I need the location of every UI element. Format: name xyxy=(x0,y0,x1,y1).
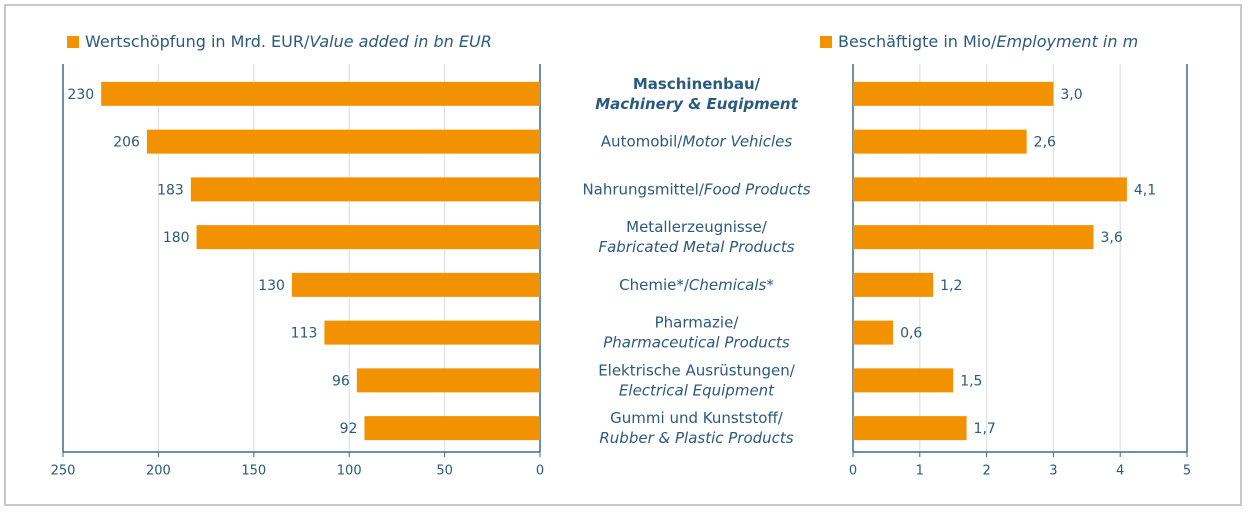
category-en: Electrical Equipment xyxy=(619,381,775,399)
value-label: 113 xyxy=(291,326,318,342)
bar xyxy=(853,416,967,441)
category-en: Rubber & Plastic Products xyxy=(599,429,793,447)
category-de: Chemie*/ xyxy=(619,275,690,293)
x-tick-label: 0 xyxy=(536,464,544,479)
bar xyxy=(853,177,1127,202)
legend-swatch xyxy=(820,36,832,48)
value-label: 1,5 xyxy=(960,373,982,389)
x-tick-label: 0 xyxy=(849,464,857,479)
category-label: Gummi und Kunststoff/Rubber & Plastic Pr… xyxy=(599,409,793,447)
legend-swatch xyxy=(67,36,79,48)
category-label: Metallerzeugnisse/Fabricated Metal Produ… xyxy=(598,218,794,256)
legend-name: Beschäftigte in Mio/ xyxy=(838,32,997,51)
value-label: 96 xyxy=(332,373,350,389)
x-tick-label: 100 xyxy=(337,464,362,479)
bar xyxy=(146,129,540,154)
bar xyxy=(853,81,1054,106)
category-label: Elektrische Ausrüstungen/Electrical Equi… xyxy=(598,361,796,399)
bar xyxy=(324,320,540,345)
x-tick-label: 250 xyxy=(51,464,76,479)
category-label: Chemie*/Chemicals* xyxy=(619,275,774,293)
value-label: 180 xyxy=(163,230,190,246)
category-en: Pharmaceutical Products xyxy=(603,333,790,351)
bar xyxy=(853,320,894,345)
category-de: Elektrische Ausrüstungen/ xyxy=(598,361,796,379)
category-en: Machinery & Euqipment xyxy=(595,94,798,112)
value-label: 206 xyxy=(113,135,140,151)
category-en: Fabricated Metal Products xyxy=(598,238,794,256)
legend-name-en: Value added in bn EUR xyxy=(309,32,491,51)
x-tick-label: 2 xyxy=(982,464,990,479)
bar xyxy=(196,225,540,250)
x-tick-label: 4 xyxy=(1116,464,1124,479)
value-label: 1,2 xyxy=(940,278,962,294)
category-de: Gummi und Kunststoff/ xyxy=(610,409,784,427)
bar xyxy=(356,368,540,393)
value-label: 4,1 xyxy=(1134,182,1156,198)
bar xyxy=(853,129,1027,154)
value-label: 2,6 xyxy=(1034,135,1056,151)
x-tick-label: 200 xyxy=(146,464,171,479)
category-en: Chemicals* xyxy=(689,275,774,293)
bar xyxy=(853,368,954,393)
bar xyxy=(853,272,934,297)
category-de: Pharmazie/ xyxy=(655,313,740,331)
legend-label: Wertschöpfung in Mrd. EUR/Value added in… xyxy=(85,32,492,51)
bar xyxy=(364,416,540,441)
value-label: 1,7 xyxy=(974,421,996,437)
category-de: Automobil/ xyxy=(601,132,683,150)
bar xyxy=(101,81,540,106)
value-label: 130 xyxy=(258,278,285,294)
x-tick-label: 50 xyxy=(436,464,453,479)
category-en: Motor Vehicles xyxy=(682,132,792,150)
category-label: Automobil/Motor Vehicles xyxy=(601,132,793,150)
x-tick-label: 5 xyxy=(1183,464,1191,479)
value-label: 0,6 xyxy=(900,326,922,342)
bar xyxy=(291,272,540,297)
legend-name: Wertschöpfung in Mrd. EUR/ xyxy=(85,32,310,51)
category-de: Nahrungsmittel/ xyxy=(582,180,704,198)
legend-name-en: Employment in m xyxy=(996,32,1138,51)
category-de: Metallerzeugnisse/ xyxy=(626,218,768,236)
legend-label: Beschäftigte in Mio/Employment in m xyxy=(838,32,1138,51)
bar xyxy=(190,177,540,202)
category-label: Nahrungsmittel/Food Products xyxy=(582,180,810,198)
x-tick-label: 150 xyxy=(241,464,266,479)
value-label: 183 xyxy=(157,182,184,198)
bar xyxy=(853,225,1094,250)
value-label: 3,0 xyxy=(1060,87,1082,103)
value-label: 3,6 xyxy=(1100,230,1122,246)
category-de: Maschinenbau/ xyxy=(633,74,761,92)
category-label: Pharmazie/Pharmaceutical Products xyxy=(603,313,790,351)
category-label: Maschinenbau/Machinery & Euqipment xyxy=(595,74,798,112)
x-tick-label: 3 xyxy=(1049,464,1057,479)
value-label: 92 xyxy=(340,421,358,437)
category-en: Food Products xyxy=(704,180,811,198)
value-label: 230 xyxy=(67,87,94,103)
x-tick-label: 1 xyxy=(916,464,924,479)
